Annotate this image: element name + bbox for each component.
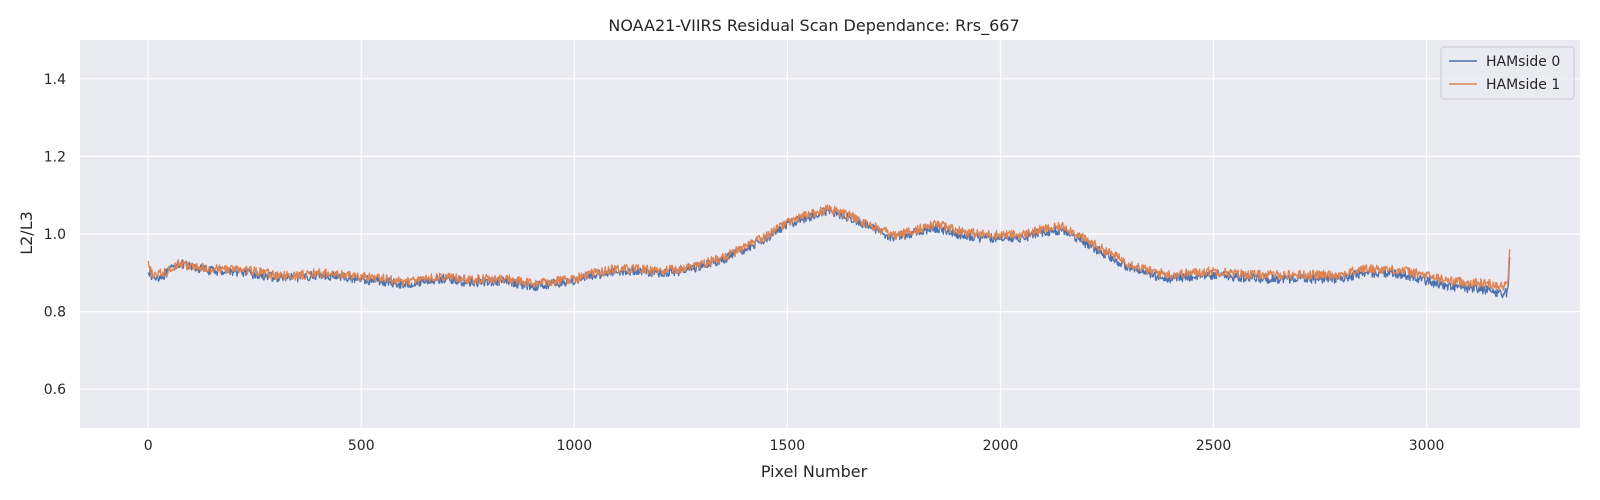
x-tick-label: 0	[144, 438, 153, 454]
legend: HAMside 0 HAMside 1	[1440, 46, 1575, 100]
y-axis-ticks: 0.6 0.8 1.0 1.2 1.4	[44, 72, 66, 398]
y-tick-label: 0.6	[44, 382, 66, 398]
x-tick-label: 500	[348, 438, 375, 454]
legend-label: HAMside 1	[1486, 77, 1560, 93]
legend-box	[1440, 46, 1575, 100]
y-tick-label: 1.4	[44, 72, 66, 88]
grid	[80, 40, 1580, 428]
legend-label: HAMside 0	[1486, 54, 1560, 70]
y-axis-label: L2/L3	[17, 211, 36, 255]
series-line-hamside-1	[147, 204, 1511, 291]
series-lines	[147, 204, 1511, 299]
x-tick-label: 2500	[1196, 438, 1232, 454]
x-axis-ticks: 0 500 1000 1500 2000 2500 3000	[144, 438, 1445, 454]
x-axis-label: Pixel Number	[761, 462, 868, 481]
y-tick-label: 1.0	[44, 227, 66, 243]
x-tick-label: 1000	[556, 438, 592, 454]
x-tick-label: 1500	[770, 438, 806, 454]
y-tick-label: 1.2	[44, 149, 66, 165]
x-tick-label: 3000	[1409, 438, 1445, 454]
x-tick-label: 2000	[983, 438, 1019, 454]
y-tick-label: 0.8	[44, 305, 66, 321]
chart-title: NOAA21-VIIRS Residual Scan Dependance: R…	[608, 16, 1019, 36]
